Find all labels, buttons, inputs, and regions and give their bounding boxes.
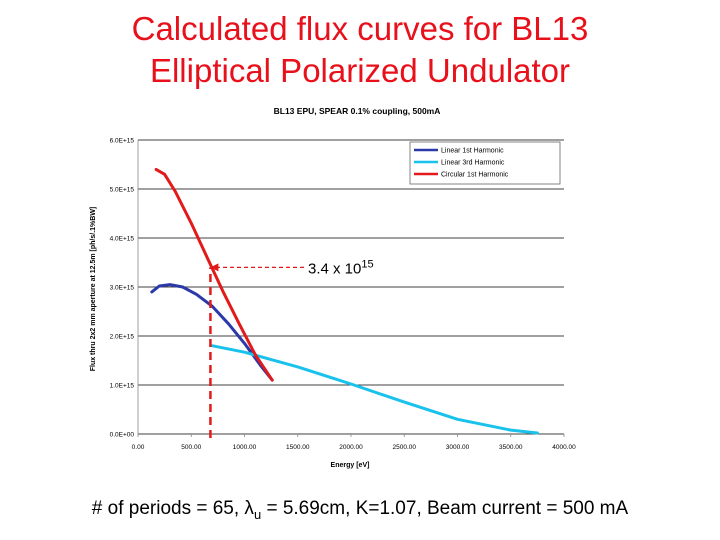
x-tick-label: 4000.00: [552, 444, 576, 451]
y-tick-label: 2.0E+15: [110, 334, 135, 341]
annotation-base: 3.4 x 10: [308, 260, 361, 277]
series-line-1: [150, 283, 274, 382]
x-tick-label: 1500.00: [286, 444, 310, 451]
annotation-label: 3.4 x 1015: [308, 258, 374, 277]
y-tick-label: 1.0E+15: [110, 383, 135, 390]
footer-parameters: # of periods = 65, λu = 5.69cm, K=1.07, …: [0, 498, 720, 522]
footer-prefix: # of periods = 65, λ: [91, 498, 254, 519]
slide-title: Calculated flux curves for BL13 Elliptic…: [0, 8, 720, 92]
y-tick-label: 5.0E+15: [110, 187, 135, 194]
y-tick-label: 3.0E+15: [110, 285, 135, 292]
y-tick-label: 6.0E+15: [110, 138, 135, 145]
footer-suffix: = 5.69cm, K=1.07, Beam current = 500 mA: [261, 498, 629, 519]
flux-chart: BL13 EPU, SPEAR 0.1% coupling, 500mA 0.0…: [90, 106, 577, 469]
x-tick-label: 2000.00: [339, 444, 363, 451]
footer-subscript: u: [253, 506, 262, 522]
series-lines: [150, 167, 539, 435]
x-axis-label: Energy [eV]: [331, 462, 370, 469]
series-line-2: [211, 344, 539, 435]
annotation-exponent: 15: [361, 258, 373, 270]
slide-title-line-1: Calculated flux curves for BL13: [131, 10, 589, 47]
annotation-arrowhead: [210, 263, 219, 272]
x-tick-label: 3000.00: [446, 444, 470, 451]
chart-title: BL13 EPU, SPEAR 0.1% coupling, 500mA: [274, 106, 441, 116]
y-tick-label: 4.0E+15: [110, 236, 135, 243]
series-line-3: [154, 167, 274, 382]
x-tick-label: 0.00: [132, 444, 145, 451]
slide-title-line-2: Elliptical Polarized Undulator: [149, 52, 571, 89]
annotation: 3.4 x 1015: [209, 258, 374, 438]
y-tick-label: 0.0E+00: [110, 432, 135, 439]
x-tick-label: 2500.00: [393, 444, 417, 451]
axes: 0.0E+00 1.0E+15 2.0E+15 3.0E+15 4.0E+15 5.0E+…: [110, 138, 577, 452]
legend-entry: Linear 3rd Harmonic: [441, 160, 505, 167]
x-tick-label: 500.00: [181, 444, 201, 451]
x-tick-label: 3500.00: [499, 444, 523, 451]
legend-entry: Linear 1st Harmonic: [441, 148, 504, 155]
x-tick-label: 1000.00: [233, 444, 257, 451]
grid-lines: [138, 139, 564, 435]
y-axis-label: Flux thru 2x2 mm aperture at 12.5m [ph/s…: [90, 207, 97, 372]
legend: Linear 1st Harmonic Linear 3rd Harmonic Ci…: [409, 141, 561, 185]
legend-entry: Circular 1st Harmonic: [441, 172, 509, 179]
